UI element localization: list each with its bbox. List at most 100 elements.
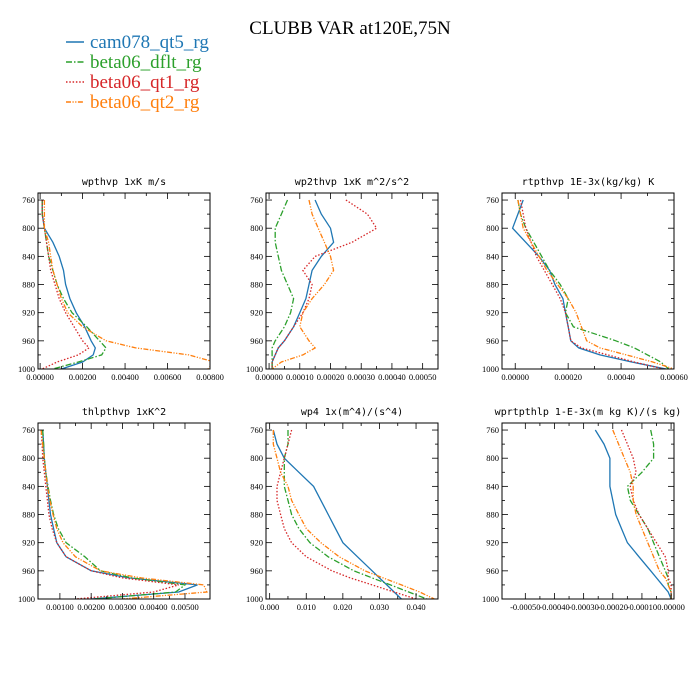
y-tick-label: 1000 <box>482 594 499 604</box>
y-tick-label: 920 <box>22 308 35 318</box>
y-tick-label: 1000 <box>18 364 35 374</box>
y-tick-label: 880 <box>22 280 35 290</box>
y-tick-label: 960 <box>486 566 499 576</box>
x-tick-label: -0.00040 <box>539 602 569 612</box>
series-line-cam078_qt5_rg <box>41 200 97 369</box>
legend-item: beta06_qt2_rg <box>66 92 200 113</box>
y-tick-label: 840 <box>486 251 499 261</box>
y-tick-label: 840 <box>250 251 263 261</box>
x-tick-label: 0.020 <box>333 602 352 612</box>
y-tick-label: 800 <box>486 223 499 233</box>
series-line-beta06_qt1_rg <box>41 200 90 369</box>
series-line-beta06_dflt_rg <box>41 200 107 369</box>
x-tick-label: 0.00040 <box>607 372 635 382</box>
y-tick-label: 920 <box>250 538 263 548</box>
x-tick-label: 0.00200 <box>69 372 97 382</box>
x-tick-label: 0.000 <box>260 602 279 612</box>
y-tick-label: 920 <box>486 308 499 318</box>
panel-3: rtpthvp 1E-3x(kg/kg) K 760 800 840 880 920 960… <box>482 177 688 382</box>
legend-label: cam078_qt5_rg <box>90 32 209 53</box>
x-tick-label: 0.00040 <box>378 372 406 382</box>
y-tick-label: 920 <box>22 538 35 548</box>
y-tick-label: 760 <box>22 425 35 435</box>
series-line-beta06_qt2_rg <box>271 199 335 369</box>
y-tick-label: 880 <box>250 280 263 290</box>
panel-1: wpthvp 1xK m/s76080084088092096010000.00… <box>18 177 224 382</box>
x-tick-label: 0.00020 <box>554 372 582 382</box>
y-tick-label: 840 <box>22 251 35 261</box>
legend-label: beta06_qt2_rg <box>90 92 200 113</box>
legend-item: beta06_dflt_rg <box>66 52 202 73</box>
series-line-beta06_dflt_rg <box>271 199 295 369</box>
series-line-cam078_qt5_rg <box>271 199 335 369</box>
y-tick-label: 840 <box>486 481 499 491</box>
series-line-beta06_dflt_rg <box>42 429 187 599</box>
y-tick-label: 960 <box>22 336 35 346</box>
panel-2: wp2thvp 1xK m^2/s^2 760 800 840 880 920 960 100… <box>246 177 439 382</box>
x-tick-label: 0.040 <box>406 602 425 612</box>
x-tick-label: 0.00000 <box>26 372 54 382</box>
x-tick-label: -0.00020 <box>598 602 628 612</box>
x-tick-label: 0.00600 <box>154 372 182 382</box>
legend-label: beta06_qt1_rg <box>90 72 200 93</box>
x-tick-label: 0.00000 <box>255 372 283 382</box>
panel-frame <box>37 192 211 370</box>
series-line-cam078_qt5_rg <box>511 199 667 369</box>
legend-item: cam078_qt5_rg <box>66 32 209 53</box>
panel-6: wprtpthlp 1-E-3x(m kg K)/(s kg) 760 800 840… <box>482 407 685 612</box>
y-tick-label: 800 <box>250 453 263 463</box>
series-line-beta06_dflt_rg <box>517 199 670 369</box>
x-tick-label: 0.00020 <box>317 372 345 382</box>
y-tick-label: 800 <box>22 223 35 233</box>
panel-frame <box>265 192 439 370</box>
legend-label: beta06_dflt_rg <box>90 52 202 73</box>
y-tick-label: 760 <box>486 195 499 205</box>
panel-frame <box>501 422 675 600</box>
series-line-beta06_dflt_rg <box>626 429 672 599</box>
y-tick-label: 1000 <box>246 594 263 604</box>
panel-title: wp4 1x(m^4)/(s^4) <box>301 407 403 418</box>
series-line-beta06_qt2_rg <box>612 429 672 599</box>
x-tick-label: -0.00030 <box>568 602 598 612</box>
panel-frame <box>37 422 211 600</box>
y-tick-label: 760 <box>486 425 499 435</box>
x-tick-label: 0.030 <box>370 602 389 612</box>
x-tick-label: 0.00200 <box>77 602 105 612</box>
panel-5: wp4 1x(m^4)/(s^4)76080084088092096010000… <box>246 407 439 612</box>
y-tick-label: 840 <box>250 481 263 491</box>
series-line-beta06_qt2_rg <box>272 430 435 599</box>
x-tick-label: 0.00300 <box>109 602 137 612</box>
y-tick-label: 800 <box>22 453 35 463</box>
x-tick-label: 0.00050 <box>409 372 437 382</box>
panel-title: wp2thvp 1xK m^2/s^2 <box>295 177 409 188</box>
x-tick-label: 0.00030 <box>347 372 375 382</box>
series-line-beta06_qt2_rg <box>43 200 210 369</box>
series-line-cam078_qt5_rg <box>594 429 672 599</box>
x-tick-label: 0.00060 <box>660 372 688 382</box>
x-tick-label: 0.00000 <box>657 602 685 612</box>
y-tick-label: 960 <box>250 336 263 346</box>
y-tick-label: 960 <box>250 566 263 576</box>
x-tick-label: -0.00050 <box>510 602 540 612</box>
panels: wpthvp 1xK m/s76080084088092096010000.00… <box>18 177 688 612</box>
y-tick-label: 880 <box>250 510 263 520</box>
y-tick-label: 840 <box>22 481 35 491</box>
series-line-cam078_qt5_rg <box>272 429 402 599</box>
y-tick-label: 800 <box>250 223 263 233</box>
x-tick-label: 0.00400 <box>111 372 139 382</box>
series-line-beta06_dflt_rg <box>283 430 428 599</box>
x-tick-label: 0.00100 <box>46 602 74 612</box>
y-tick-label: 800 <box>486 453 499 463</box>
x-tick-label: 0.010 <box>297 602 316 612</box>
x-tick-label: 0.00000 <box>501 372 529 382</box>
series-line-beta06_qt1_rg <box>40 429 179 599</box>
y-tick-label: 1000 <box>246 364 263 374</box>
figure-title: CLUBB VAR at120E,75N <box>249 18 451 39</box>
y-tick-label: 760 <box>250 195 263 205</box>
x-tick-label: 0.00010 <box>286 372 314 382</box>
x-tick-label: 0.00400 <box>140 602 168 612</box>
panel-title: rtpthvp 1E-3x(kg/kg) K <box>522 177 654 188</box>
y-tick-label: 880 <box>486 280 499 290</box>
x-tick-label: 0.00500 <box>171 602 199 612</box>
